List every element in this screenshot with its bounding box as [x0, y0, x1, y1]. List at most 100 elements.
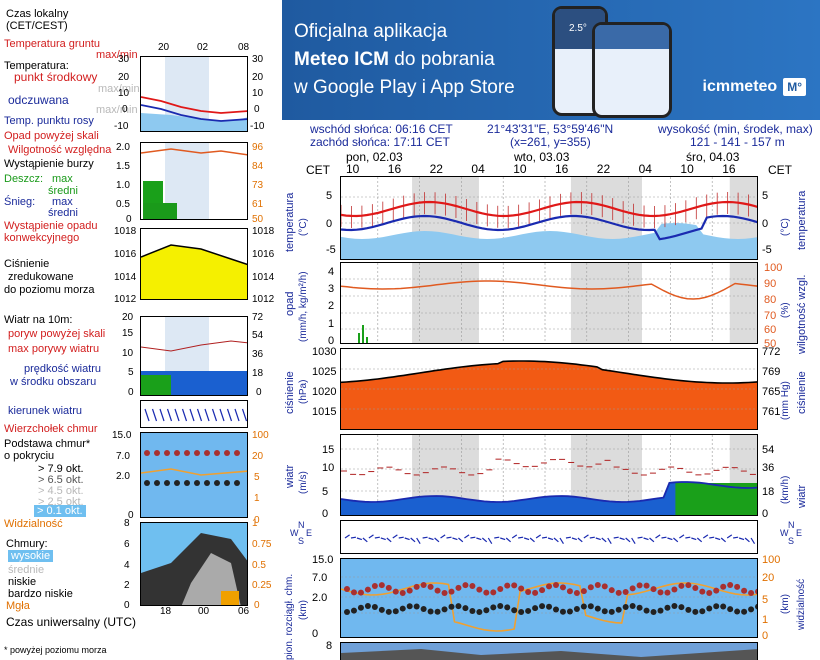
wind-arrow	[410, 537, 416, 543]
cloud-base-dot	[699, 608, 706, 615]
cloud-top-dot	[371, 582, 378, 589]
vis-tick: 0	[762, 630, 769, 642]
cloud-base-dot	[671, 603, 678, 610]
humidity-tick: 80	[764, 294, 777, 306]
wind-arrow	[494, 536, 500, 539]
temp-tick-r: -5	[762, 244, 772, 256]
mini-temp-rtick-30: 30	[252, 54, 264, 65]
altitude-label: wysokość (min, środek, max)	[658, 122, 813, 136]
wind-arrow	[595, 537, 601, 541]
temp-tick-r: 5	[762, 190, 769, 202]
cloud-base-dot	[420, 606, 427, 613]
wind-arrow	[631, 537, 636, 545]
gust-max-label: max porywy wiatru	[8, 343, 100, 355]
hour-label: 10	[513, 162, 527, 176]
wind-axis-label-r: wiatr	[796, 484, 808, 508]
mini-wind-green	[141, 375, 171, 395]
cloud-base-dot	[448, 603, 455, 610]
cloud-base-dot	[462, 605, 469, 612]
wind-tick: 0	[322, 508, 329, 520]
cloud-base-dot	[678, 604, 685, 611]
mini-vis-tick-2: 5	[254, 472, 260, 483]
local-time-zone: (CET/CEST)	[6, 20, 68, 32]
cloud-top-dot	[455, 584, 462, 591]
vis-axis-label: widzialność	[796, 578, 807, 630]
wind-kmh-tick: 36	[762, 462, 775, 474]
pressure-axis-unit-r: (mm Hg)	[780, 381, 791, 420]
cloud-base-dot	[748, 606, 755, 613]
mini-hum-tick-2: 73	[252, 180, 264, 191]
cloud-base-dot	[441, 606, 448, 613]
local-time-label: Czas lokalny	[6, 8, 69, 20]
wind-arrow	[481, 537, 488, 543]
wind-arrow	[535, 534, 542, 539]
cloud-top-dot	[497, 585, 504, 592]
cloud-base-dot	[755, 603, 757, 610]
wind-arrow	[667, 537, 673, 541]
mini-wind-arrow	[234, 408, 240, 422]
pressure-axis-label: ciśnienie	[284, 371, 296, 414]
mini-cl-tick-3: 2	[124, 580, 130, 591]
humidity-line	[341, 280, 757, 300]
feels-range-label: max/min	[96, 104, 138, 116]
fog-label: Mgła	[6, 600, 30, 612]
cloud-top-dot	[587, 584, 594, 591]
vis-tick: 20	[762, 572, 775, 584]
wind-arrow	[655, 534, 661, 539]
wind-arrow	[350, 536, 357, 539]
banner-line-1: Oficjalna aplikacja	[294, 21, 448, 42]
wind-arrow	[756, 537, 757, 538]
cloud-top-dot	[615, 589, 622, 596]
mini-temp-tick-10: 10	[118, 88, 130, 99]
mini-hum-tick-1: 84	[252, 161, 264, 172]
mini-cloud-top-dot	[144, 450, 150, 456]
wind-arrow	[565, 536, 572, 539]
cloud-base-dot	[601, 608, 608, 615]
pressure-mm-tick: 769	[762, 366, 781, 378]
wind-arrow	[452, 537, 458, 541]
cloud-top-dot	[420, 582, 427, 589]
cloud-top-dot	[657, 589, 664, 596]
mini-wind-rtick-1: 54	[252, 330, 264, 341]
pressure-tick: 1015	[312, 406, 337, 418]
hour-label: 16	[722, 162, 736, 176]
mini-cloud-top-dot	[214, 450, 220, 456]
cloud-base-dot	[518, 608, 525, 615]
cloud-top-dot	[364, 586, 371, 593]
sunrise: wschód słońca: 06:16 CET	[310, 122, 453, 136]
humidity-axis-label: wilgotność wzgl.	[796, 274, 808, 354]
precip-tick: 0	[328, 335, 335, 347]
hour-label: 22	[429, 162, 443, 176]
mini-temp-tick-30: 30	[118, 54, 130, 65]
mini-wind-arrow	[151, 408, 158, 422]
mini-cloud-base-dot	[184, 480, 190, 486]
mini-cloud-base-dot	[214, 480, 220, 486]
wind-arrow	[750, 537, 756, 545]
storm-label: Wystąpienie burzy	[4, 158, 94, 170]
mini-wind-arrow	[181, 408, 188, 422]
cloud-axis-unit: (km)	[298, 600, 309, 620]
utc-hour-1: 18	[160, 606, 172, 617]
app-promo-banner[interactable]: Oficjalna aplikacja Meteo ICM do pobrani…	[282, 0, 820, 120]
cloud-top-dot	[469, 582, 476, 589]
cloud-top-dot	[448, 588, 455, 595]
banner-line-2-rest: do pobrania	[389, 49, 495, 70]
cloud-base-dot	[455, 603, 462, 610]
mini-temp-rtick-20: 20	[252, 72, 264, 83]
wind-kmh-tick: 0	[762, 508, 769, 520]
cloud-top-dot	[392, 588, 399, 595]
wind-arrow	[679, 534, 685, 539]
night-shade	[412, 263, 479, 343]
temp-panel	[340, 176, 758, 260]
cover-area	[341, 649, 757, 660]
cloud-top-dot	[441, 589, 448, 596]
wind-arrow	[398, 536, 404, 539]
wind-axis-label: wiatr	[284, 464, 296, 488]
wind-arrow	[505, 537, 512, 543]
wind-arrow	[416, 537, 421, 545]
cloud-top-dot	[413, 583, 420, 590]
mini-temp-rtick-0: 0	[254, 104, 260, 115]
cloud-top-dot	[385, 584, 392, 591]
wind-arrow	[643, 537, 649, 541]
cloud-top-dot	[727, 582, 734, 589]
